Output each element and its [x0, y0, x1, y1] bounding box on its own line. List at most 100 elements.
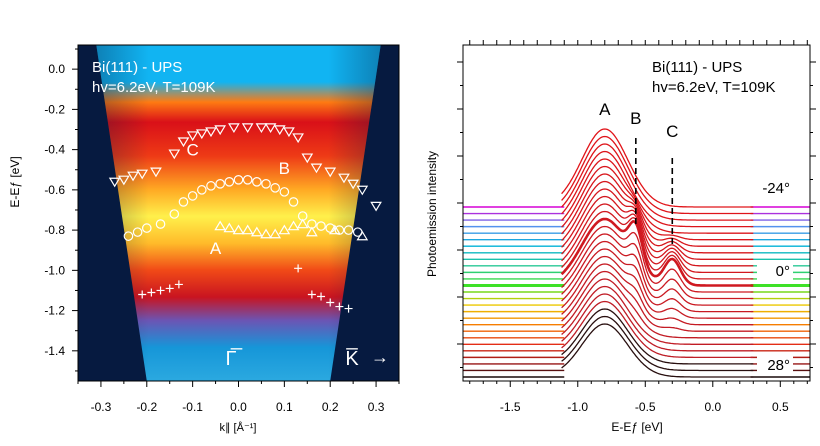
- left-y-tick-label: 0.0: [48, 62, 65, 76]
- band-c-point-12: [241, 123, 254, 134]
- edc-curve-28: [561, 323, 754, 378]
- band-a-point-6: [269, 228, 282, 239]
- right-x-axis: -1.5 -1.0 -0.5 0.0 0.5: [469, 381, 808, 414]
- right-title-line1: Bi(111) - UPS: [652, 59, 742, 76]
- band-b-point-11: [233, 175, 244, 185]
- peak-marker-lines: [635, 138, 674, 248]
- band-b-point-6: [187, 191, 198, 201]
- left-y-tick-label: -1.2: [44, 304, 65, 318]
- band-b-point-23: [343, 225, 354, 235]
- peak-label-b: B: [630, 109, 641, 128]
- left-x-axis-label: k∥ [Å⁻¹]: [220, 421, 257, 434]
- edc-curve-2: [561, 225, 754, 293]
- band-c-point-24: [370, 201, 382, 212]
- edc-curve-24: [561, 308, 754, 365]
- band-a-point-10: [306, 226, 318, 237]
- right-x-tick-label: -0.5: [635, 400, 656, 414]
- band-plus-point-3: [165, 284, 174, 293]
- band-c-point-16: [283, 127, 295, 138]
- band-label-b: B: [279, 159, 290, 178]
- left-x-axis: -0.3 -0.2 -0.1 0.0 0.1 0.2 0.3: [77, 381, 400, 414]
- right-x-axis-label: E-Eƒ [eV]: [611, 420, 662, 434]
- band-a-point-2: [232, 224, 245, 235]
- edc-curve-26: [561, 315, 754, 372]
- left-y-tick-label: -0.8: [44, 223, 65, 237]
- band-a-point-9: [296, 218, 309, 229]
- right-x-tick-label: 0.0: [704, 400, 721, 414]
- edc-curve--2: [561, 210, 754, 280]
- band-c-point-15: [273, 125, 286, 136]
- band-c-point-0: [108, 177, 121, 188]
- band-b-point-17: [288, 197, 299, 207]
- band-plus-point-9: [335, 302, 344, 311]
- peak-labels: A B C: [599, 100, 678, 141]
- edc-curve--20: [561, 143, 754, 221]
- band-b-point-5: [178, 197, 189, 207]
- band-b-point-0: [123, 231, 134, 241]
- band-c-point-8: [195, 129, 208, 140]
- edc-curve--8: [561, 188, 754, 260]
- band-a-point-11: [328, 224, 341, 235]
- edc-curve--6: [561, 195, 754, 267]
- left-x-tick-label: 0.3: [368, 400, 385, 414]
- edc-curve--10: [561, 180, 754, 254]
- edc-curve-22: [561, 300, 754, 359]
- band-b-point-8: [206, 181, 216, 191]
- right-frame-ticks: [457, 40, 816, 368]
- band-c-point-23: [356, 185, 369, 196]
- band-a-point-1: [223, 222, 236, 233]
- right-y-axis-label: Photoemission intensity: [425, 151, 439, 277]
- angle-label-top: -24°: [762, 180, 790, 197]
- left-y-tick-label: -1.4: [44, 344, 65, 358]
- right-plot-frame: [462, 44, 811, 382]
- edc-curve-10: [561, 255, 754, 319]
- band-labels: C B A: [187, 141, 291, 259]
- band-b-point-7: [197, 185, 207, 195]
- edc-curve-18: [561, 285, 754, 345]
- band-b-point-15: [270, 183, 280, 193]
- left-y-tick-label: -1.0: [44, 263, 65, 277]
- band-c-point-7: [186, 131, 199, 142]
- edc-stack-panel: A B C Bi(111) - UPS hv=6.2eV, T=109K -24° …: [425, 40, 816, 434]
- left-title-line1: Bi(111) - UPS: [92, 59, 182, 76]
- band-label-c: C: [187, 141, 199, 160]
- edc-curve-8: [561, 248, 754, 313]
- left-x-tick-label: 0.0: [230, 400, 247, 414]
- left-x-tick-label: -0.3: [91, 400, 112, 414]
- band-b-point-4: [169, 209, 180, 219]
- edc-curve--18: [561, 150, 754, 228]
- edc-curves: [463, 128, 810, 378]
- band-b-point-13: [252, 177, 262, 187]
- right-x-tick-label: -1.0: [567, 400, 588, 414]
- band-plus-point-10: [344, 304, 353, 313]
- band-c-point-9: [205, 127, 217, 138]
- angle-label-bg-bottom: [757, 355, 793, 375]
- edc-curve--4: [561, 203, 754, 274]
- angle-labels: -24° 0° 28°: [751, 178, 793, 375]
- band-c-point-18: [301, 153, 314, 164]
- band-a-point-3: [241, 224, 254, 235]
- left-title-line2: hv=6.2eV, T=109K: [92, 79, 215, 96]
- left-x-tick-label: -0.2: [136, 400, 157, 414]
- band-c-point-3: [136, 169, 149, 180]
- left-y-tick-label: -0.2: [44, 102, 65, 116]
- band-a-point-12: [356, 230, 369, 241]
- band-c-point-2: [127, 171, 139, 182]
- band-b-point-10: [224, 177, 235, 187]
- edc-curve--14: [561, 165, 754, 241]
- band-c-point-1: [117, 175, 130, 186]
- angle-label-bottom: 28°: [767, 357, 790, 374]
- right-title-line2: hv=6.2eV, T=109K: [652, 79, 775, 96]
- right-x-tick-label: 0.5: [772, 400, 789, 414]
- band-a-point-4: [250, 226, 263, 237]
- k-bar-label: K̅: [345, 347, 359, 370]
- band-b-point-1: [132, 227, 143, 237]
- left-x-tick-label: 0.1: [276, 400, 293, 414]
- band-c-point-4: [150, 167, 162, 178]
- edc-curve-12: [561, 263, 754, 326]
- band-b-point-20: [316, 221, 326, 231]
- peak-label-c: C: [666, 122, 678, 141]
- band-c-point-14: [264, 123, 277, 134]
- band-c-point-5: [168, 149, 181, 160]
- right-x-tick-label: -1.5: [500, 400, 521, 414]
